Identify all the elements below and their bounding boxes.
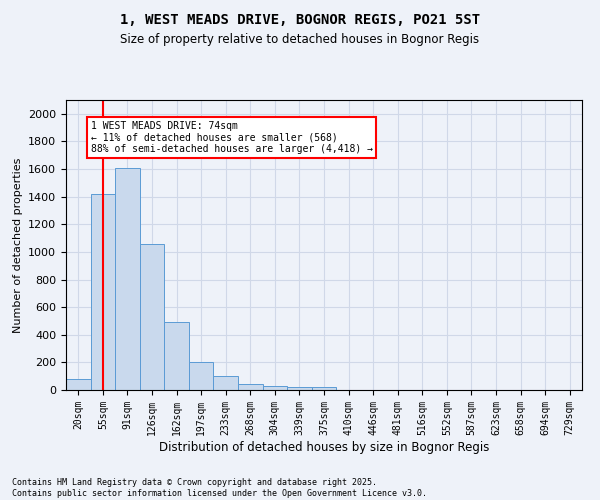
Bar bbox=[115, 168, 140, 390]
Bar bbox=[263, 386, 287, 390]
Bar bbox=[238, 384, 263, 390]
Bar bbox=[287, 387, 312, 390]
Y-axis label: Number of detached properties: Number of detached properties bbox=[13, 158, 23, 332]
Text: Size of property relative to detached houses in Bognor Regis: Size of property relative to detached ho… bbox=[121, 32, 479, 46]
Text: 1 WEST MEADS DRIVE: 74sqm
← 11% of detached houses are smaller (568)
88% of semi: 1 WEST MEADS DRIVE: 74sqm ← 11% of detac… bbox=[91, 120, 373, 154]
Bar bbox=[91, 194, 115, 390]
Bar bbox=[66, 379, 91, 390]
Bar bbox=[140, 244, 164, 390]
Bar bbox=[189, 362, 214, 390]
Text: 1, WEST MEADS DRIVE, BOGNOR REGIS, PO21 5ST: 1, WEST MEADS DRIVE, BOGNOR REGIS, PO21 … bbox=[120, 12, 480, 26]
Text: Contains HM Land Registry data © Crown copyright and database right 2025.
Contai: Contains HM Land Registry data © Crown c… bbox=[12, 478, 427, 498]
X-axis label: Distribution of detached houses by size in Bognor Regis: Distribution of detached houses by size … bbox=[159, 440, 489, 454]
Bar bbox=[312, 387, 336, 390]
Bar bbox=[164, 322, 189, 390]
Bar bbox=[214, 376, 238, 390]
